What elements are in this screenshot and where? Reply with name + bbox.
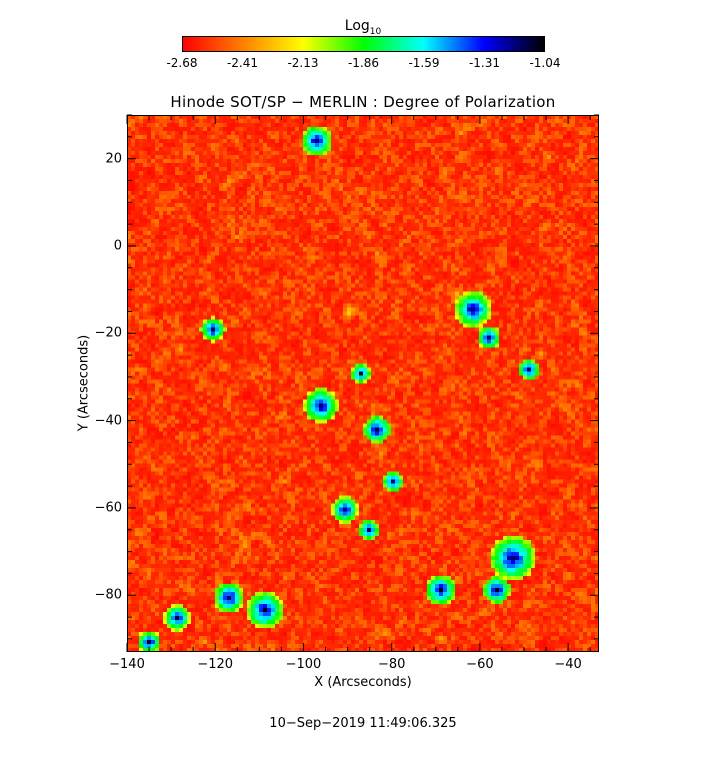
y-axis-label: Y (Arcseconds) (76, 334, 92, 432)
y-tick-label: 0 (113, 238, 122, 254)
colorbar-tick-label: -1.31 (468, 56, 501, 70)
y-tick-label: −40 (94, 413, 122, 429)
colorbar (182, 36, 545, 52)
colorbar-tick-label: -1.59 (408, 56, 440, 70)
x-tick-label: −80 (377, 657, 406, 672)
x-tick-label: −120 (197, 657, 234, 672)
y-tick-label: −20 (94, 325, 122, 341)
y-tick-label: −60 (94, 500, 122, 516)
x-axis-label: X (Arcseconds) (314, 675, 412, 690)
x-tick-label: −60 (466, 657, 494, 672)
y-tick-label: 20 (105, 151, 122, 167)
colorbar-tick-label: -1.04 (529, 56, 561, 70)
polarization-map-image (127, 115, 599, 652)
plot-axes (126, 114, 599, 652)
colorbar-label-text: Log (344, 18, 370, 34)
colorbar-tick-label: -2.68 (166, 56, 198, 70)
x-tick-label: −140 (109, 657, 145, 672)
colorbar-label-subscript: 10 (369, 26, 382, 37)
colorbar-tick-label: -1.86 (347, 56, 380, 70)
colorbar-tick-label: -2.13 (287, 56, 319, 70)
x-tick-label: −100 (285, 657, 322, 672)
x-tick-label: −40 (554, 657, 582, 672)
plot-area (126, 114, 599, 652)
colorbar-tick-label: -2.41 (226, 56, 259, 70)
plot-title: Hinode SOT/SP − MERLIN : Degree of Polar… (170, 93, 556, 111)
observation-timestamp: 10−Sep−2019 11:49:06.325 (269, 716, 457, 731)
colorbar-label: Log10 (0, 18, 726, 37)
y-tick-label: −80 (94, 587, 122, 603)
plot-frame-border (127, 115, 599, 652)
